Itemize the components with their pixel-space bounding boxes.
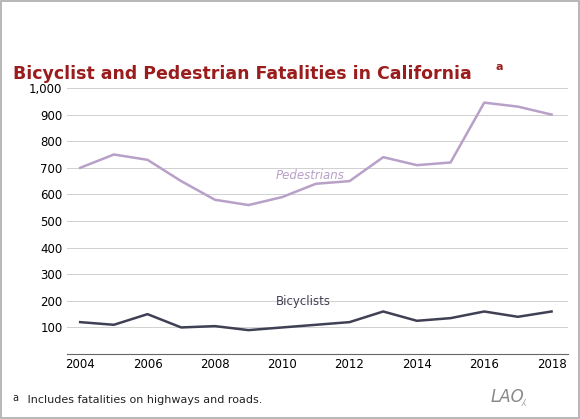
Text: LAO: LAO: [490, 388, 524, 406]
Text: a: a: [496, 62, 503, 72]
Text: a: a: [13, 393, 19, 403]
Text: Bicyclist and Pedestrian Fatalities in California: Bicyclist and Pedestrian Fatalities in C…: [13, 65, 472, 83]
Text: Pedestrians: Pedestrians: [276, 168, 345, 182]
Text: Bicyclists: Bicyclists: [276, 295, 331, 308]
Text: ⁁: ⁁: [522, 393, 525, 406]
Text: Includes fatalities on highways and roads.: Includes fatalities on highways and road…: [24, 395, 263, 405]
Text: Figure 8: Figure 8: [17, 22, 79, 36]
